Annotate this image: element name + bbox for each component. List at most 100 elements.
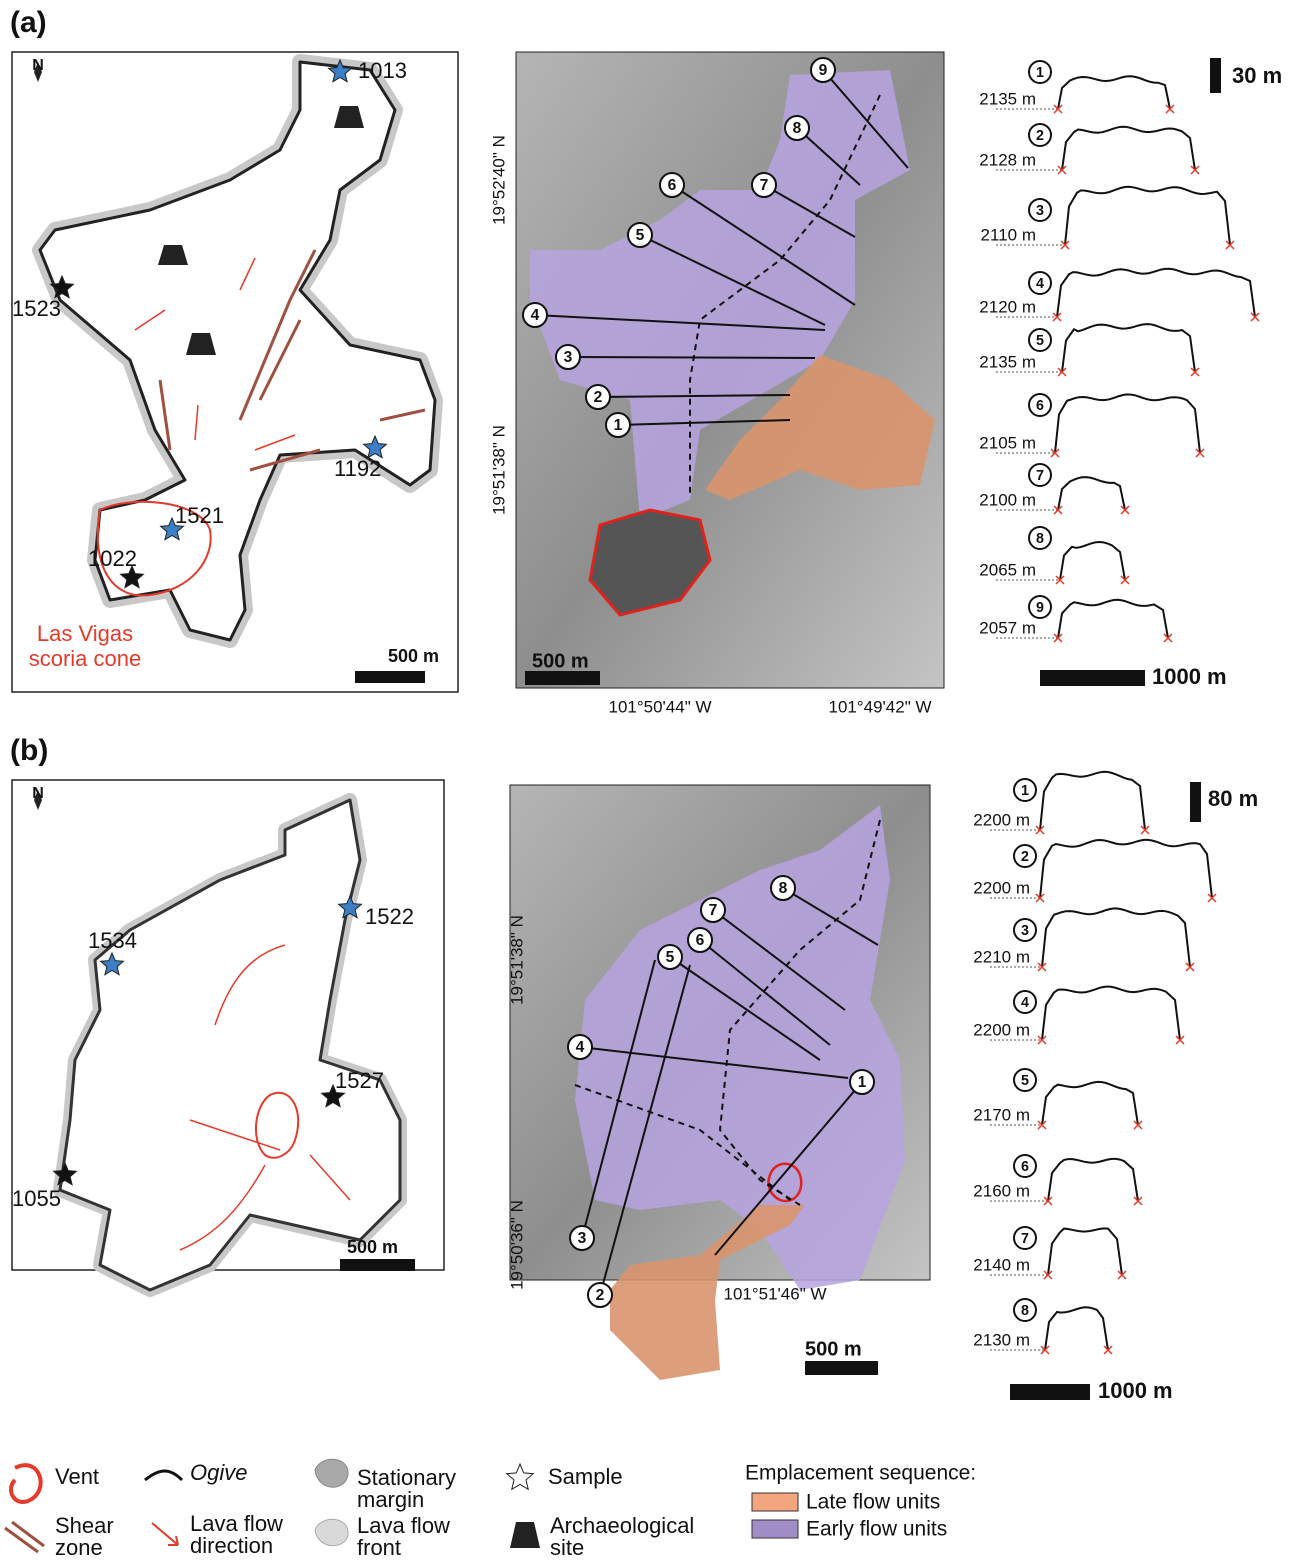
elevation-profile <box>1058 477 1125 510</box>
legend-label: Vent <box>55 1464 99 1489</box>
sample-label: 1534 <box>88 928 137 953</box>
profile-number: 1 <box>1036 65 1044 81</box>
latitude-label: 19°51'38" N <box>489 425 508 515</box>
elevation-label: 2120 m <box>979 297 1036 316</box>
horizontal-scale-label: 1000 m <box>1152 664 1227 689</box>
profile-number: 3 <box>564 349 573 366</box>
legend-title: Emplacement sequence: <box>745 1462 976 1485</box>
profile-number: 5 <box>1036 333 1044 349</box>
legend-swatch <box>752 1493 798 1511</box>
elevation-label: 2065 m <box>979 560 1036 579</box>
legend-label: Ogive <box>190 1460 247 1485</box>
scale-label: 500 m <box>805 1338 862 1360</box>
profile-number: 7 <box>709 902 718 919</box>
panel-label: (b) <box>10 734 48 767</box>
north-label: N <box>32 785 44 802</box>
elevation-label: 2160 m <box>973 1181 1030 1200</box>
profile-line <box>568 357 815 358</box>
profile-number: 2 <box>1021 849 1029 865</box>
profile-number: 4 <box>1036 276 1044 292</box>
vertical-scale-label: 30 m <box>1232 63 1282 88</box>
elevation-label: 2135 m <box>979 352 1036 371</box>
elevation-profile <box>1042 908 1190 967</box>
elevation-profile <box>1040 772 1145 830</box>
elevation-profile <box>1058 76 1170 109</box>
profile-number: 3 <box>1036 203 1044 219</box>
elevation-profile <box>1062 127 1195 170</box>
legend-label: front <box>357 1535 401 1560</box>
elevation-profile <box>1042 1082 1138 1125</box>
legend-swatch <box>752 1520 798 1538</box>
longitude-label: 101°50'44" W <box>608 697 711 716</box>
elevation-profile <box>1048 1159 1138 1201</box>
profile-number: 9 <box>819 62 828 79</box>
scale-label: 500 m <box>532 650 589 672</box>
elevation-profile <box>1065 187 1230 245</box>
profile-number: 3 <box>578 1230 587 1247</box>
vertical-scale-bar <box>1190 782 1201 822</box>
legend-label: Sample <box>548 1464 623 1489</box>
profile-number: 1 <box>1021 783 1029 799</box>
sample-label: 1521 <box>175 503 224 528</box>
profile-number: 2 <box>594 389 603 406</box>
scale-bar <box>355 671 425 683</box>
scale-bar <box>525 671 600 685</box>
elevation-profile <box>1062 324 1195 372</box>
latitude-label: 19°50'36" N <box>507 1200 526 1290</box>
profile-number: 2 <box>1036 128 1044 144</box>
profile-number: 6 <box>1036 398 1044 414</box>
profile-number: 2 <box>596 1287 605 1304</box>
profile-number: 1 <box>858 1074 867 1091</box>
vertical-scale-bar <box>1210 58 1221 93</box>
sample-label: 1527 <box>335 1068 384 1093</box>
profile-number: 8 <box>779 880 788 897</box>
horizontal-scale-label: 1000 m <box>1098 1378 1173 1403</box>
profile-number: 5 <box>666 949 675 966</box>
north-label: N <box>32 57 44 74</box>
profile-number: 9 <box>1036 600 1044 616</box>
elevation-profile <box>1058 600 1168 638</box>
elevation-profile <box>1040 840 1212 898</box>
profile-number: 8 <box>1036 531 1044 547</box>
elevation-label: 2140 m <box>973 1255 1030 1274</box>
vent-label: scoria cone <box>29 646 142 671</box>
vertical-scale-label: 80 m <box>1208 786 1258 811</box>
sample-label: 1192 <box>334 456 381 481</box>
sample-label: 1013 <box>358 58 407 83</box>
elevation-label: 2135 m <box>979 89 1036 108</box>
profile-number: 8 <box>793 120 802 137</box>
elevation-profile <box>1048 1228 1122 1275</box>
profile-number: 6 <box>696 932 705 949</box>
profile-number: 1 <box>614 417 623 434</box>
elevation-profile <box>1042 987 1180 1040</box>
scale-bar <box>805 1361 878 1375</box>
sample-star <box>507 1464 534 1489</box>
latitude-label: 19°52'40" N <box>489 135 508 225</box>
scale-label: 500 m <box>347 1237 398 1257</box>
elevation-label: 2170 m <box>973 1105 1030 1124</box>
elevation-profile <box>1057 269 1255 317</box>
legend-label: Early flow units <box>806 1518 947 1541</box>
profile-number: 3 <box>1021 923 1029 939</box>
longitude-label: 101°49'42" W <box>828 697 931 716</box>
elevation-label: 2110 m <box>981 225 1036 244</box>
elevation-profile <box>1055 394 1200 453</box>
legend-label: Late flow units <box>806 1491 940 1514</box>
profile-number: 5 <box>636 227 645 244</box>
sample-label: 1522 <box>365 904 414 929</box>
profile-number: 8 <box>1021 1303 1029 1319</box>
profile-number: 4 <box>576 1039 585 1056</box>
profile-number: 4 <box>1021 995 1029 1011</box>
elevation-label: 2100 m <box>979 490 1036 509</box>
profile-number: 6 <box>1021 1159 1029 1175</box>
legend-label: margin <box>357 1487 424 1512</box>
figure: (a)N10131523119215211022Las Vigasscoria … <box>0 0 1311 1560</box>
elevation-label: 2200 m <box>973 1020 1030 1039</box>
profile-number: 7 <box>1021 1231 1029 1247</box>
vent-label: Las Vigas <box>37 621 133 646</box>
sample-label: 1523 <box>12 296 61 321</box>
scale-label: 500 m <box>388 646 439 666</box>
sample-label: 1022 <box>88 546 137 571</box>
elevation-label: 2200 m <box>973 878 1030 897</box>
elevation-label: 2057 m <box>979 618 1036 637</box>
